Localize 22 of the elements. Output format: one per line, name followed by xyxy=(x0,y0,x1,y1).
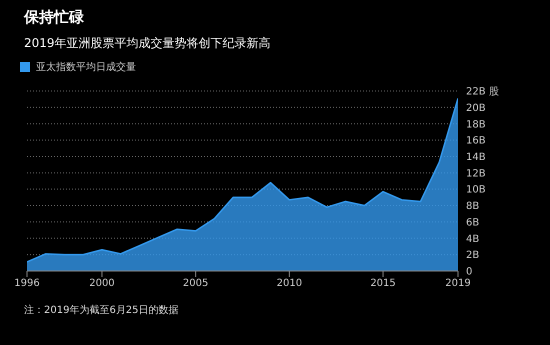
y-tick-label: 16B xyxy=(466,136,486,147)
x-tick-label: 2000 xyxy=(89,278,115,290)
y-tick-label: 0 xyxy=(466,266,472,278)
x-tick-label: 2010 xyxy=(276,278,302,290)
y-tick-label: 6B xyxy=(466,217,480,228)
legend-label: 亚太指数平均日成交量 xyxy=(36,60,136,74)
y-tick-label: 10B xyxy=(466,184,486,196)
y-tick-label: 14B xyxy=(466,152,486,164)
y-tick-label: 20B xyxy=(466,102,486,114)
chart-title: 保持忙碌 xyxy=(24,8,84,27)
y-tick-label: 2B xyxy=(466,250,480,262)
x-tick-label: 2005 xyxy=(182,278,208,290)
text: 注：2019年为截至6月25日的数据 xyxy=(24,304,179,317)
y-tick-label: 22B 股 xyxy=(466,86,499,98)
y-tick-label: 4B xyxy=(466,234,480,245)
x-tick-label: 2015 xyxy=(370,278,396,290)
y-tick-label: 8B xyxy=(466,201,480,212)
x-tick-label: 1996 xyxy=(14,278,40,290)
y-tick-label: 18B xyxy=(466,119,486,130)
x-tick-label: 2019 xyxy=(445,278,471,290)
y-tick-label: 12B xyxy=(466,168,486,180)
chart-subtitle: 2019年亚洲股票平均成交量势将创下纪录新高 xyxy=(24,35,271,52)
